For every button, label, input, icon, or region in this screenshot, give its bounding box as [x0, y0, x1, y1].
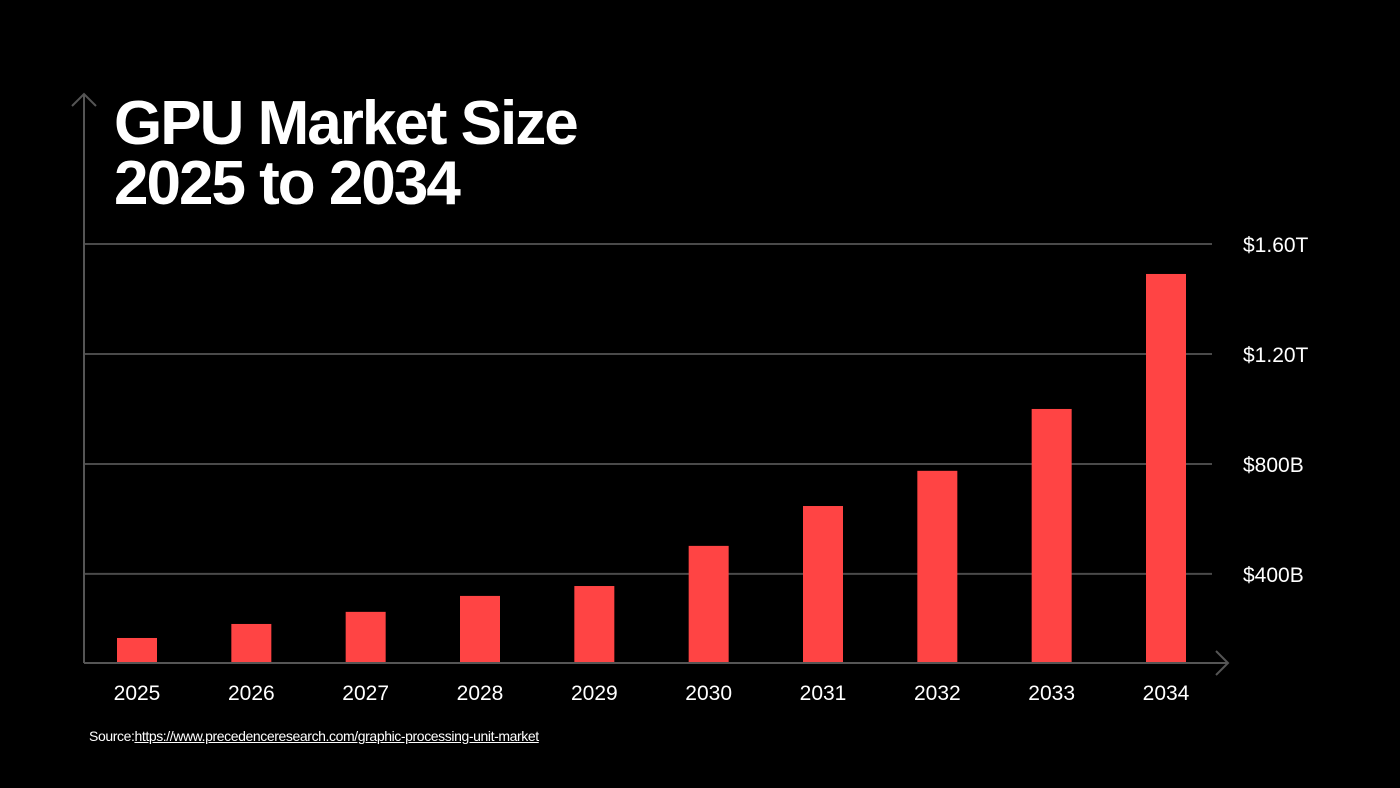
- bar-2033: [1031, 408, 1072, 663]
- bar-2029: [574, 586, 615, 663]
- bar-2034: [1146, 273, 1186, 663]
- y-tick-label: $400B: [1243, 564, 1304, 587]
- x-tick-label: 2029: [571, 682, 618, 705]
- x-tick-label: 2027: [342, 682, 389, 705]
- y-axis-arrow-icon: [71, 92, 97, 107]
- chart-title-line-2: 2025 to 2034: [114, 149, 461, 218]
- chart-title: GPU Market Size 2025 to 2034: [114, 89, 579, 218]
- y-tick-label: $1.60T: [1243, 234, 1309, 257]
- bar-2026: [231, 623, 272, 663]
- x-tick-label: 2028: [457, 682, 504, 705]
- bar-2027: [345, 611, 386, 663]
- y-tick-labels: $400B $800B $1.20T $1.60T: [1243, 234, 1309, 587]
- x-tick-label: 2026: [228, 682, 275, 705]
- source-link[interactable]: https://www.precedenceresearch.com/graph…: [134, 728, 539, 744]
- x-tick-label: 2030: [685, 682, 732, 705]
- axes: [71, 92, 1230, 676]
- bar-2028: [460, 595, 500, 663]
- x-tick-label: 2033: [1028, 682, 1075, 705]
- bar-2025: [117, 637, 157, 663]
- bars: [117, 273, 1186, 663]
- source-note: Source:https://www.precedenceresearch.co…: [89, 728, 539, 744]
- x-axis-arrow-icon: [1215, 650, 1230, 676]
- x-tick-label: 2025: [114, 682, 161, 705]
- chart-title-line-1: GPU Market Size: [114, 89, 579, 158]
- x-tick-labels: 2025 2026 2027 2028 2029 2030 2031 2032 2033 2034: [114, 682, 1190, 705]
- bar-2030: [688, 545, 729, 663]
- y-tick-label: $1.20T: [1243, 344, 1309, 367]
- bar-2031: [803, 506, 843, 663]
- bar-2032: [917, 470, 958, 663]
- x-tick-label: 2031: [800, 682, 847, 705]
- x-tick-label: 2032: [914, 682, 961, 705]
- source-prefix: Source:: [89, 728, 135, 744]
- x-tick-label: 2034: [1143, 682, 1190, 705]
- gridlines: [84, 243, 1212, 575]
- y-tick-label: $800B: [1243, 454, 1304, 477]
